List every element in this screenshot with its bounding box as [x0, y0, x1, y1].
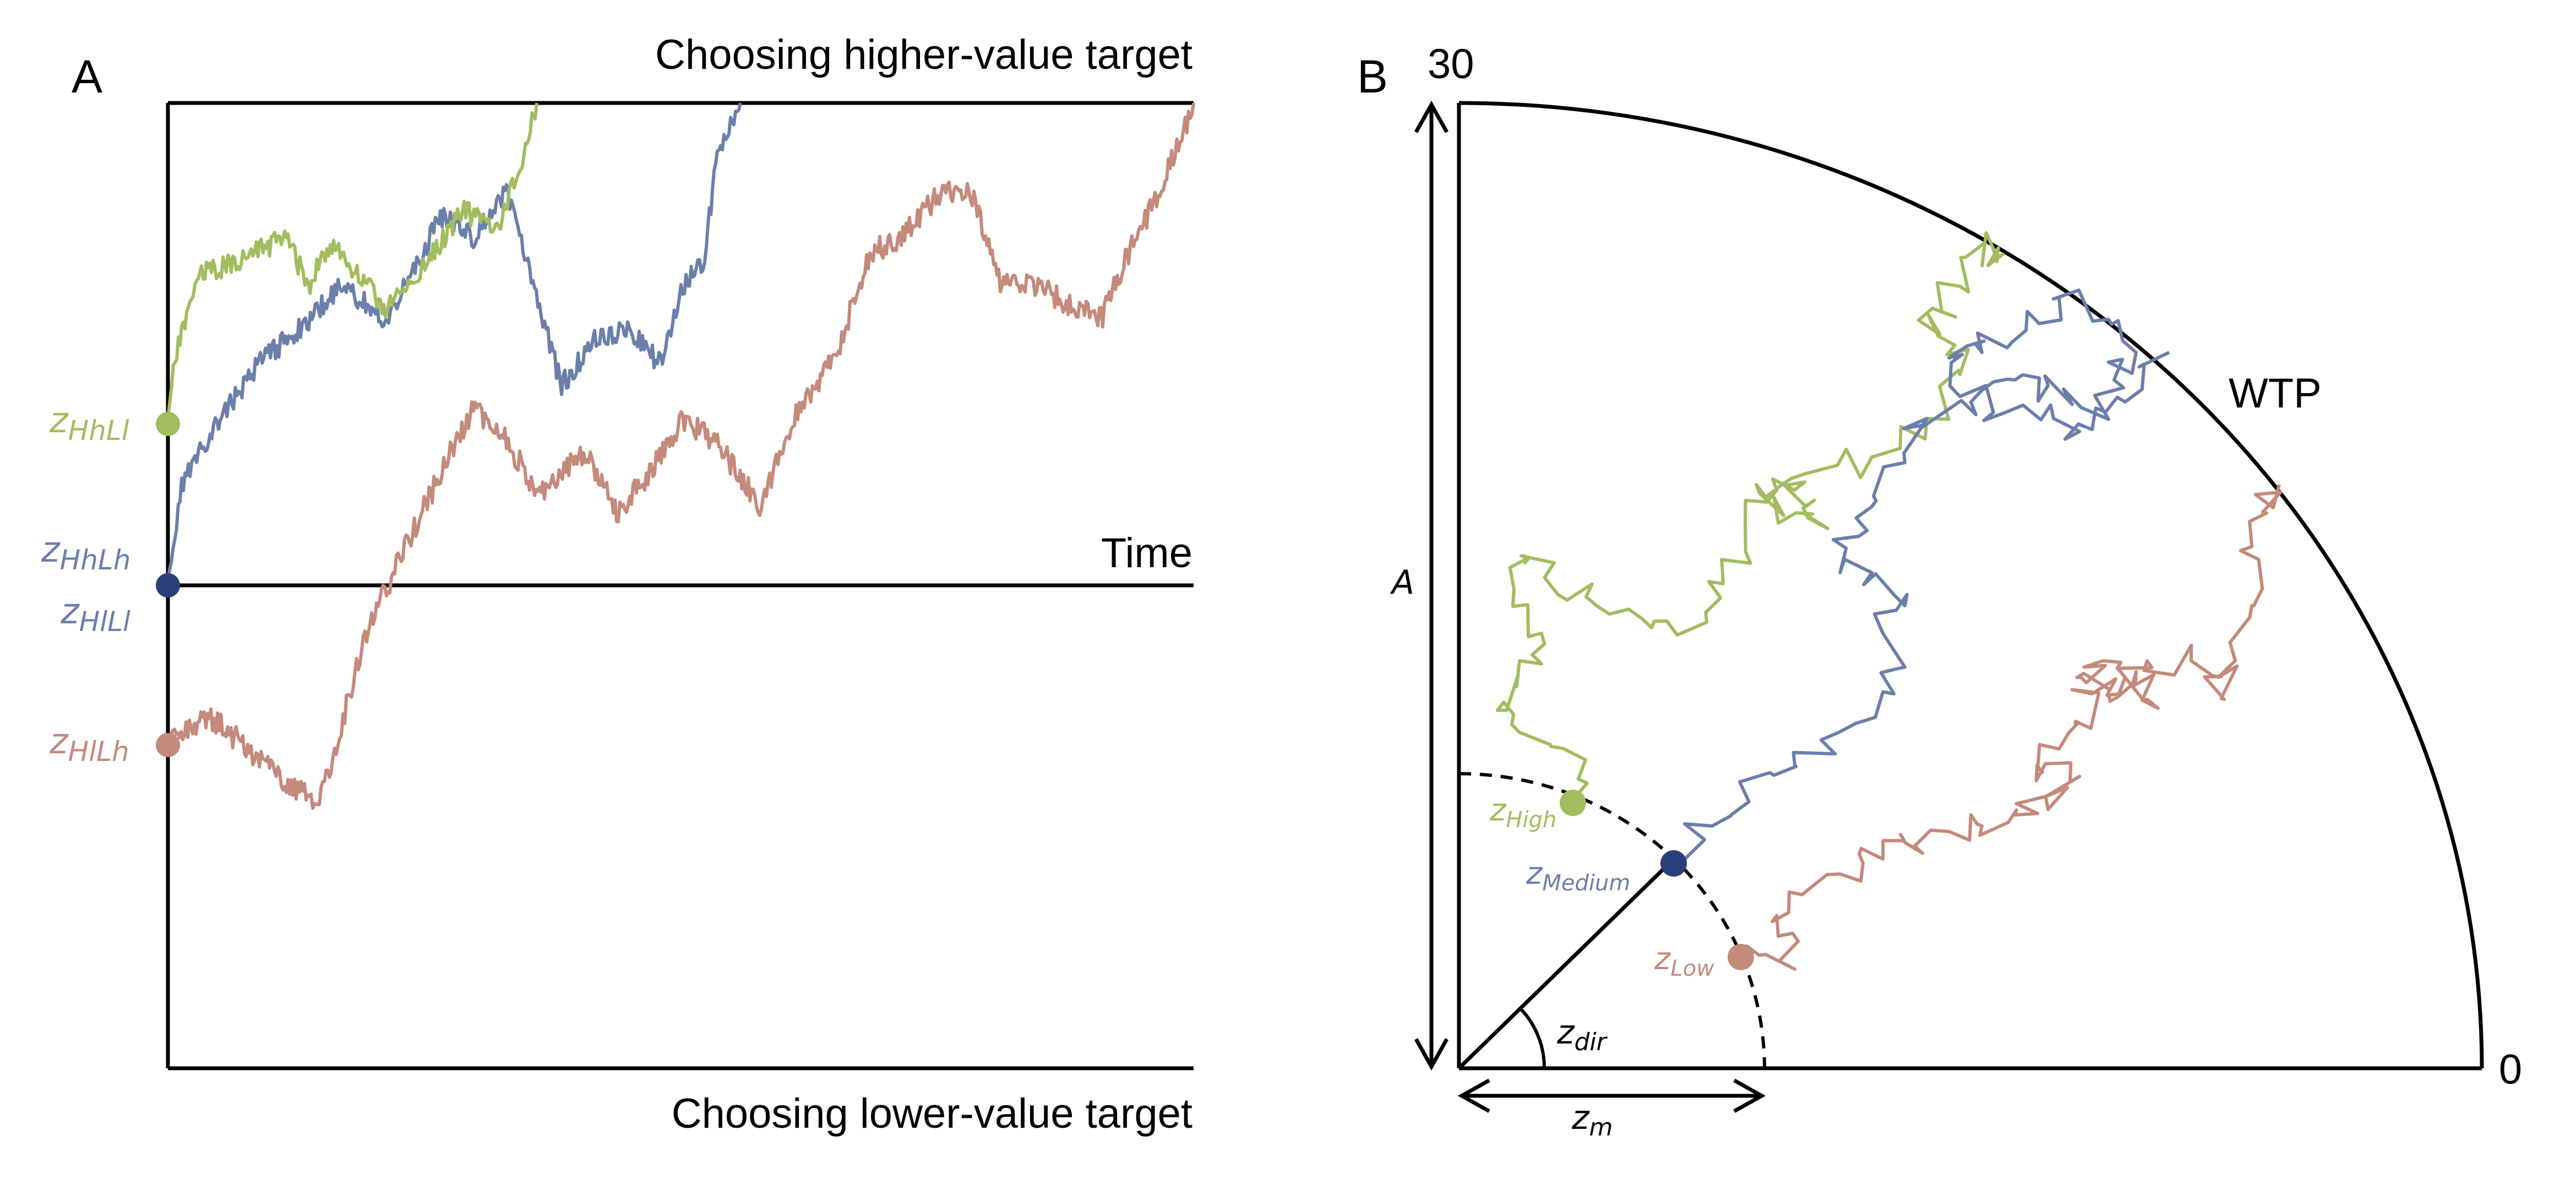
- start-label-hhlh: zHhLh: [41, 530, 130, 576]
- a-label: A: [1390, 563, 1414, 602]
- zdir-angle-arc: [1519, 1007, 1546, 1069]
- green-2d-diffusion-path: [1496, 231, 2005, 807]
- a-double-arrow: [1414, 100, 1449, 1071]
- start-point-hhll: [156, 412, 180, 436]
- panel-a-letter: A: [72, 51, 102, 102]
- blue-2d-diffusion-path: [1672, 289, 2170, 871]
- zero-value-label: 0: [2499, 1046, 2522, 1093]
- green-diffusion-path: [166, 102, 538, 418]
- panel-a: A Choosing higher-value target Choosing …: [41, 31, 1195, 1137]
- wtp-label: WTP: [2229, 370, 2322, 417]
- start-point-hhlh-hlll: [156, 573, 180, 597]
- start-label-medium: zMedium: [1526, 856, 1630, 896]
- red-2d-diffusion-path: [1739, 484, 2283, 971]
- start-point-medium: [1660, 850, 1687, 877]
- blue-diffusion-path: [166, 102, 742, 580]
- panel-b: B 30 0 WTP A zm zdir: [1357, 41, 2522, 1141]
- panel-b-letter: B: [1357, 51, 1388, 102]
- zm-double-arrow: [1457, 1078, 1766, 1113]
- start-label-high: zHigh: [1489, 792, 1556, 833]
- lower-bound-label: Choosing lower-value target: [672, 1090, 1192, 1137]
- start-label-hllh: zHlLh: [49, 721, 129, 768]
- red-diffusion-path: [166, 102, 1195, 810]
- start-point-hllh: [156, 733, 180, 757]
- start-label-hlll: zHlLl: [60, 591, 130, 638]
- time-axis-label: Time: [1101, 530, 1192, 577]
- zdir-label: zdir: [1556, 1013, 1608, 1056]
- start-point-low: [1728, 944, 1754, 970]
- zm-label: zm: [1571, 1099, 1613, 1141]
- start-direction-line: [1457, 860, 1673, 1070]
- start-label-hhll: zHhLl: [49, 400, 129, 447]
- upper-bound-label: Choosing higher-value target: [655, 31, 1192, 78]
- max-value-label: 30: [1428, 41, 1474, 88]
- start-point-high: [1560, 790, 1586, 816]
- wtp-boundary-arc: [1458, 101, 2484, 1069]
- start-label-low: zLow: [1654, 941, 1714, 981]
